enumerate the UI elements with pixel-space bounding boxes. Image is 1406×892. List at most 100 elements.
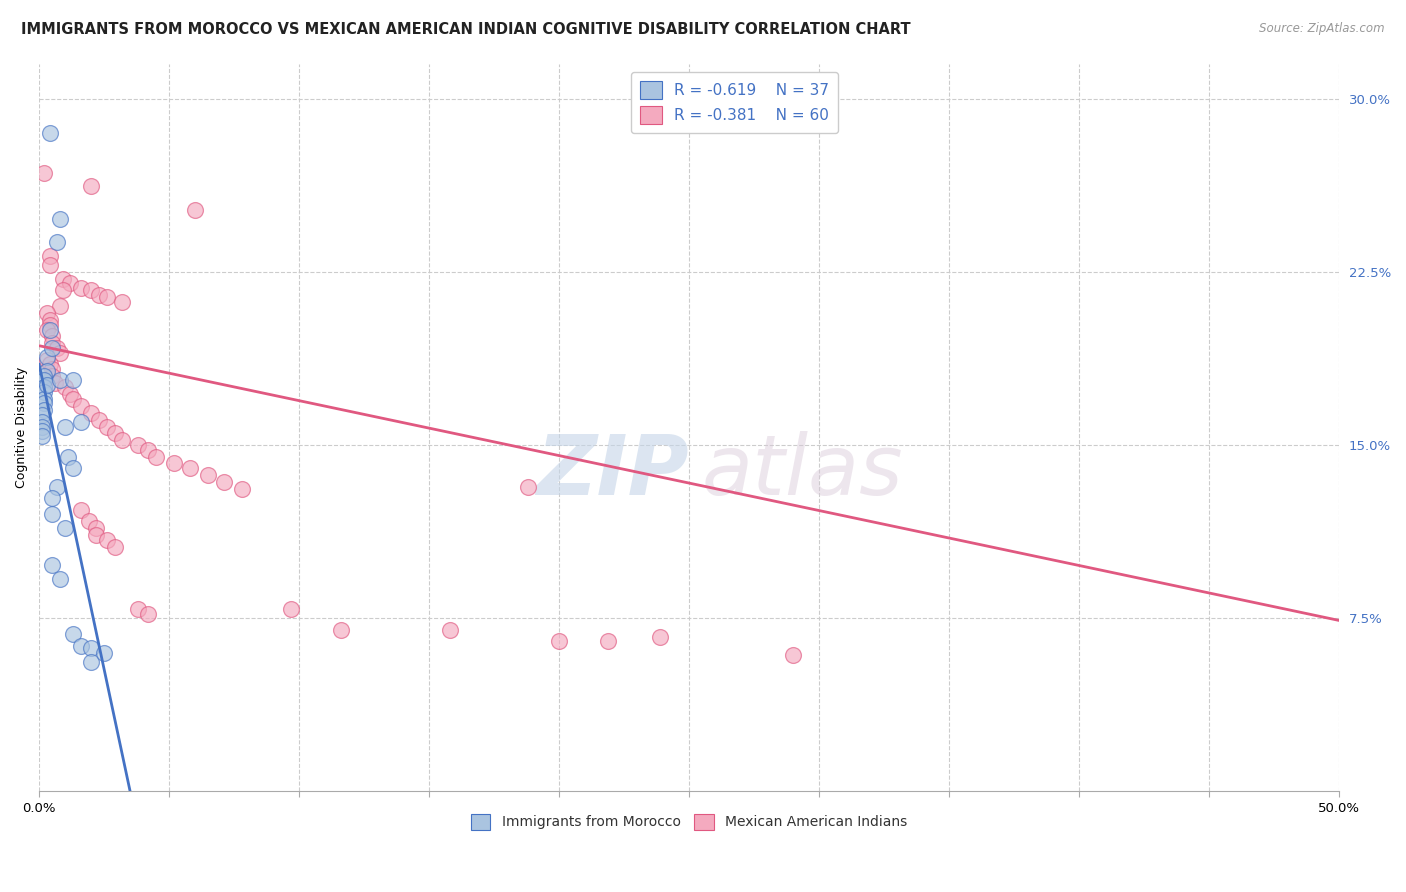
Point	[516, 479, 538, 493]
Point	[69, 502, 91, 516]
Text: IMMIGRANTS FROM MOROCCO VS MEXICAN AMERICAN INDIAN COGNITIVE DISABILITY CORRELAT: IMMIGRANTS FROM MOROCCO VS MEXICAN AMERI…	[21, 22, 911, 37]
Point	[31, 429, 53, 443]
Point	[38, 313, 60, 327]
Point	[44, 376, 66, 390]
Point	[31, 408, 53, 422]
Point	[46, 235, 69, 249]
Point	[41, 341, 63, 355]
Point	[136, 607, 159, 621]
Point	[80, 283, 103, 297]
Point	[69, 399, 91, 413]
Point	[62, 373, 84, 387]
Point	[69, 281, 91, 295]
Point	[35, 351, 58, 365]
Y-axis label: Cognitive Disability: Cognitive Disability	[15, 367, 28, 488]
Text: ZIP: ZIP	[537, 431, 689, 512]
Point	[53, 380, 76, 394]
Point	[38, 249, 60, 263]
Point	[96, 290, 118, 304]
Point	[84, 528, 107, 542]
Point	[41, 507, 63, 521]
Point	[87, 412, 110, 426]
Point	[80, 179, 103, 194]
Point	[111, 434, 134, 448]
Point	[51, 272, 73, 286]
Point	[41, 491, 63, 505]
Point	[34, 368, 56, 383]
Point	[35, 364, 58, 378]
Point	[111, 294, 134, 309]
Point	[77, 514, 100, 528]
Point	[96, 533, 118, 547]
Point	[127, 602, 149, 616]
Point	[34, 392, 56, 406]
Text: atlas: atlas	[702, 431, 904, 512]
Legend: Immigrants from Morocco, Mexican American Indians: Immigrants from Morocco, Mexican America…	[465, 808, 912, 835]
Point	[80, 655, 103, 669]
Point	[53, 521, 76, 535]
Point	[46, 341, 69, 355]
Point	[49, 300, 72, 314]
Point	[34, 380, 56, 394]
Point	[62, 461, 84, 475]
Point	[35, 306, 58, 320]
Point	[56, 450, 79, 464]
Point	[103, 540, 125, 554]
Point	[782, 648, 804, 662]
Point	[51, 283, 73, 297]
Point	[38, 318, 60, 332]
Point	[103, 426, 125, 441]
Point	[41, 329, 63, 343]
Point	[69, 639, 91, 653]
Point	[80, 406, 103, 420]
Point	[179, 461, 201, 475]
Point	[38, 357, 60, 371]
Point	[184, 202, 207, 217]
Point	[34, 165, 56, 179]
Point	[136, 442, 159, 457]
Point	[212, 475, 235, 489]
Point	[49, 211, 72, 226]
Point	[49, 572, 72, 586]
Point	[439, 623, 461, 637]
Point	[62, 627, 84, 641]
Point	[53, 419, 76, 434]
Point	[46, 479, 69, 493]
Point	[35, 322, 58, 336]
Point	[34, 373, 56, 387]
Point	[38, 322, 60, 336]
Point	[34, 396, 56, 410]
Point	[84, 521, 107, 535]
Point	[34, 384, 56, 399]
Point	[38, 258, 60, 272]
Point	[87, 288, 110, 302]
Point	[127, 438, 149, 452]
Point	[31, 419, 53, 434]
Point	[548, 634, 571, 648]
Point	[41, 558, 63, 572]
Point	[35, 378, 58, 392]
Point	[31, 415, 53, 429]
Point	[41, 368, 63, 383]
Point	[34, 403, 56, 417]
Point	[80, 641, 103, 656]
Point	[59, 387, 82, 401]
Point	[49, 345, 72, 359]
Text: Source: ZipAtlas.com: Source: ZipAtlas.com	[1260, 22, 1385, 36]
Point	[69, 415, 91, 429]
Point	[93, 646, 115, 660]
Point	[41, 336, 63, 351]
Point	[145, 450, 167, 464]
Point	[35, 352, 58, 367]
Point	[598, 634, 620, 648]
Point	[49, 373, 72, 387]
Point	[280, 602, 302, 616]
Point	[96, 419, 118, 434]
Point	[62, 392, 84, 406]
Point	[163, 457, 186, 471]
Point	[231, 482, 253, 496]
Point	[197, 467, 219, 482]
Point	[650, 630, 672, 644]
Point	[329, 623, 352, 637]
Point	[38, 126, 60, 140]
